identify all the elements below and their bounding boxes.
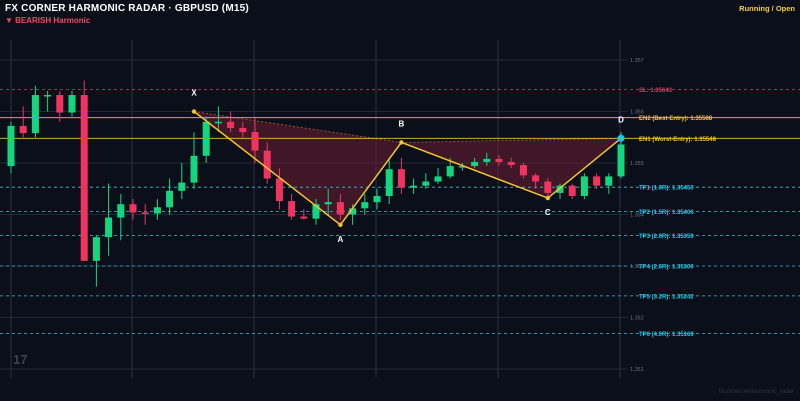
pattern-fill-xab — [194, 111, 402, 225]
candle-body — [214, 121, 222, 124]
candle-body — [202, 121, 210, 156]
pattern-label-x: X — [191, 89, 197, 98]
price-tick-label: 1.351 — [630, 367, 644, 373]
candle-body — [446, 166, 454, 177]
level-label-tp: TP3 (2.0R): 1.35359 — [639, 234, 694, 240]
candle-body — [288, 201, 296, 217]
candle-body — [153, 207, 161, 214]
candle-body — [105, 217, 113, 238]
candle-body — [422, 181, 430, 186]
candle-body — [458, 166, 466, 168]
chart-title: FX CORNER HARMONIC RADAR · GBPUSD (M15) — [5, 3, 249, 14]
candle-body — [580, 176, 588, 196]
pattern-label-d: D — [618, 115, 624, 124]
candle-body — [544, 181, 552, 193]
pattern-point-c — [545, 195, 550, 201]
candle-body — [166, 190, 174, 208]
candle-body — [141, 212, 149, 214]
candle-body — [7, 125, 15, 167]
candle-body — [263, 150, 271, 179]
candle-body — [19, 125, 27, 134]
candle-body — [239, 127, 247, 133]
level-label-entry: EN2 (Best-Entry): 1.35588 — [639, 116, 713, 122]
candle-body — [434, 176, 442, 182]
pattern-point-a — [338, 222, 343, 227]
candle-body — [227, 121, 235, 128]
pattern-point-d — [617, 134, 625, 142]
candle-body — [44, 95, 52, 97]
trade-levels: SL: 1.35643 EN2 (Best-Entry): 1.35588 EN1 … — [0, 88, 800, 338]
pattern-point-x — [191, 109, 197, 114]
candle-body — [605, 176, 613, 186]
candle-body — [495, 158, 503, 162]
candle-body — [300, 216, 308, 219]
candle-body — [410, 185, 418, 188]
candle-body — [190, 155, 198, 183]
candle-body — [385, 169, 393, 196]
price-tick-label: 1.352 — [630, 316, 644, 322]
candle-body — [568, 185, 576, 196]
credit-text: fxcorner.net/harmonic_radar — [718, 389, 794, 395]
candle-body — [117, 204, 125, 218]
level-label-tp: TP4 (2.6R): 1.35300 — [639, 265, 694, 271]
level-label-tp: TP1 (1.0R): 1.35453 — [639, 186, 694, 192]
pattern-label-a: A — [338, 235, 344, 244]
pattern-direction-label: ▼ BEARISH Harmonic — [5, 16, 91, 25]
pattern-bd-line — [401, 137, 622, 143]
level-label-tp: TP2 (1.5R): 1.35406 — [639, 210, 694, 216]
candle-body — [617, 144, 625, 177]
candle-body — [471, 161, 479, 167]
level-label-tp: TP5 (3.2R): 1.35242 — [639, 294, 694, 300]
pattern-xb-line — [193, 111, 402, 143]
candle-body — [68, 95, 76, 113]
harmonic-pattern: X A B C D — [191, 89, 625, 244]
candle-body — [373, 195, 381, 203]
price-tick-label: 1.354 — [630, 213, 644, 219]
price-tick-label: 1.356 — [630, 110, 644, 116]
candle-body — [324, 202, 332, 205]
watermark-logo: 17 — [13, 352, 28, 367]
candle-body — [312, 204, 320, 219]
candle-body — [532, 175, 540, 182]
candles — [7, 80, 625, 287]
candle-body — [519, 165, 527, 176]
level-label-entry: EN1 (Worst-Entry): 1.35548 — [639, 137, 717, 143]
pattern-fill — [193, 111, 622, 225]
pattern-label-b: B — [399, 119, 405, 128]
level-label-tp: TP6 (4.0R): 1.35169 — [639, 332, 694, 338]
candle-body — [336, 202, 344, 215]
candle-body — [397, 169, 405, 188]
level-label-sl: SL: 1.35643 — [639, 88, 673, 94]
price-tick-label: 1.353 — [630, 264, 644, 270]
candle-body — [483, 158, 491, 162]
price-tick-label: 1.357 — [630, 58, 644, 64]
candle-body — [251, 132, 259, 151]
candle-body — [129, 204, 137, 213]
candle-body — [507, 161, 515, 166]
candle-body — [31, 95, 39, 134]
candle-body — [92, 237, 100, 261]
candle-body — [349, 208, 357, 215]
candle-body — [556, 185, 564, 193]
candle-body — [275, 178, 283, 202]
candle-body — [178, 182, 186, 191]
candle-body — [56, 95, 64, 113]
candle-body — [593, 176, 601, 186]
candle-body — [80, 95, 88, 261]
candle-body — [361, 202, 369, 209]
pattern-label-c: C — [545, 208, 551, 217]
status-badge: Running / Open — [739, 4, 795, 13]
pattern-point-b — [399, 140, 404, 145]
price-tick-label: 1.355 — [630, 161, 644, 167]
price-axis: 1.357 1.356 1.355 1.354 1.353 1.352 1.351 — [630, 58, 644, 373]
